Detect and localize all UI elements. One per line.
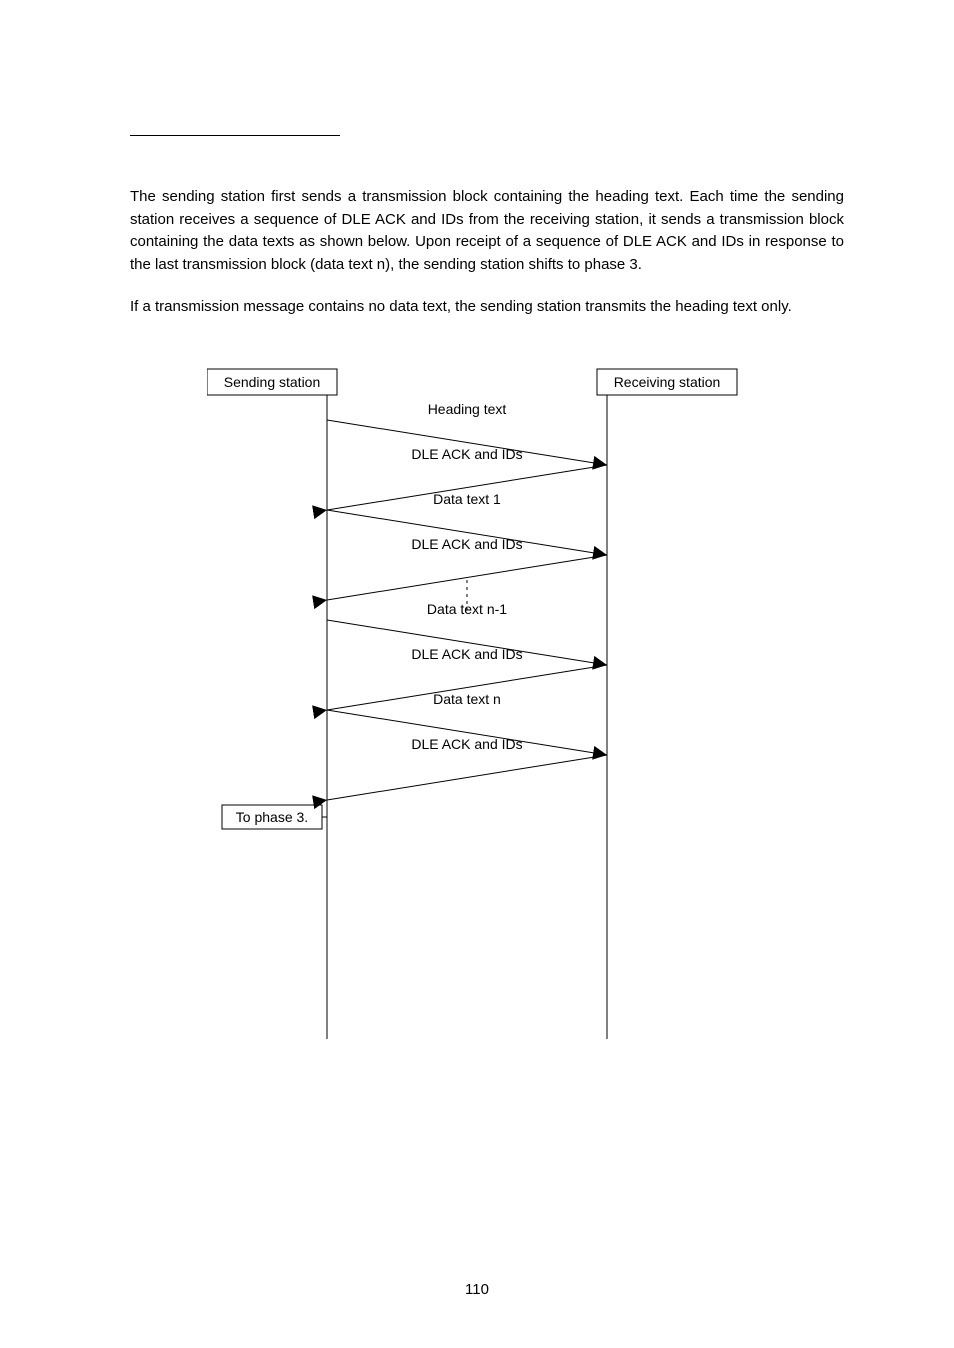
sequence-diagram: Sending station Receiving station Heading … [207,359,767,1064]
page-number: 110 [0,1281,954,1298]
sequence-diagram-svg: Sending station Receiving station Heading … [207,359,767,1059]
svg-text:DLE ACK and IDs: DLE ACK and IDs [411,446,522,462]
svg-text:Heading text: Heading text [428,401,507,417]
svg-text:Data text n-1: Data text n-1 [427,601,507,617]
svg-text:To phase 3.: To phase 3. [236,809,308,825]
paragraph-1: The sending station first sends a transm… [130,186,844,276]
svg-text:Receiving station: Receiving station [614,374,721,390]
svg-text:DLE ACK and IDs: DLE ACK and IDs [411,536,522,552]
svg-text:Sending station: Sending station [224,374,321,390]
top-rule [130,135,340,136]
paragraph-2: If a transmission message contains no da… [130,296,844,319]
svg-text:Data text n: Data text n [433,691,501,707]
svg-text:DLE ACK and IDs: DLE ACK and IDs [411,736,522,752]
page: The sending station first sends a transm… [0,0,954,1348]
svg-text:Data text 1: Data text 1 [433,491,501,507]
svg-text:DLE ACK and IDs: DLE ACK and IDs [411,646,522,662]
